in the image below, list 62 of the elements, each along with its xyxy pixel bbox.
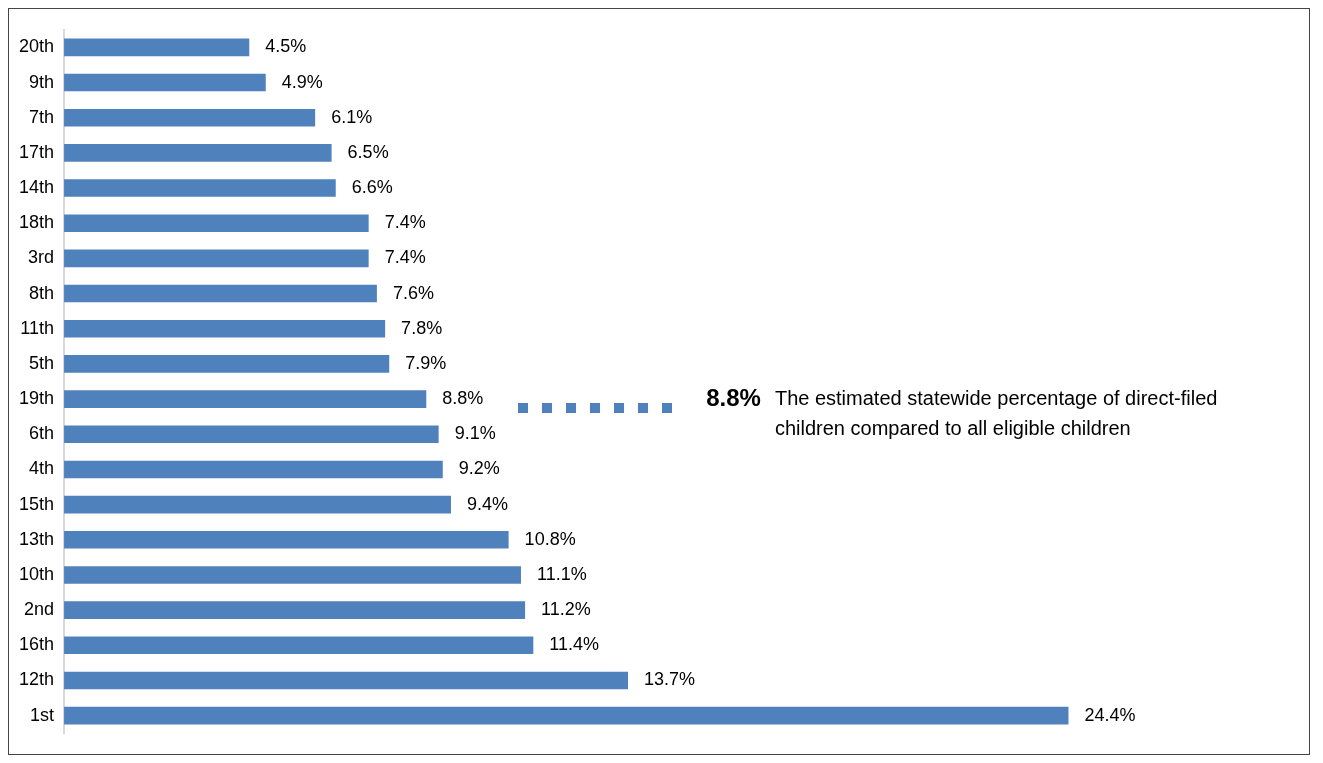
bar xyxy=(64,73,266,92)
y-tick-label: 8th xyxy=(29,282,55,303)
y-tick-label: 20th xyxy=(18,36,55,57)
y-tick-label: 18th xyxy=(18,212,55,233)
bar xyxy=(64,144,332,162)
bar xyxy=(64,108,316,127)
data-label: 11.1% xyxy=(536,563,587,584)
y-tick-label: 16th xyxy=(18,634,55,655)
bar xyxy=(64,601,526,619)
data-label: 4.9% xyxy=(281,71,323,92)
annotation: 8.8% xyxy=(706,383,761,411)
y-tick-label: 11th xyxy=(20,317,55,338)
bar xyxy=(64,319,386,338)
data-label: 10.8% xyxy=(524,528,576,549)
y-tick-label: 3rd xyxy=(28,247,55,268)
y-tick-label: 15th xyxy=(18,493,55,514)
y-tick-label: 2nd xyxy=(23,599,55,620)
y-tick-label: 10th xyxy=(18,563,55,584)
annotation: The estimated statewide percentage of direct-filed children compared to all eligible children xyxy=(774,386,1218,439)
y-tick-label: 17th xyxy=(18,141,55,162)
bar xyxy=(64,495,451,514)
y-tick-label: 5th xyxy=(29,352,55,373)
data-label: 6.5% xyxy=(347,141,389,162)
bar xyxy=(64,179,336,197)
y-tick-label: 9th xyxy=(29,71,55,92)
bar xyxy=(64,425,439,444)
bar xyxy=(64,284,377,303)
bar xyxy=(64,355,390,373)
data-label: 11.4% xyxy=(549,634,600,655)
data-label: 7.6% xyxy=(392,282,434,303)
bar xyxy=(64,530,509,549)
bar xyxy=(64,390,427,408)
data-label: 7.4% xyxy=(384,212,426,233)
y-tick-label: 7th xyxy=(29,106,55,127)
data-label: 9.4% xyxy=(466,493,509,514)
bar xyxy=(64,214,369,233)
bar xyxy=(64,249,369,268)
data-label: 8.8% xyxy=(442,388,484,409)
bar xyxy=(64,671,628,690)
bar xyxy=(64,706,1069,725)
bar xyxy=(64,460,443,479)
data-label: 24.4% xyxy=(1084,704,1136,725)
data-label: 9.2% xyxy=(458,458,500,479)
y-tick-label: 4th xyxy=(29,458,55,479)
y-tick-label: 6th xyxy=(29,423,55,444)
data-label: 7.9% xyxy=(405,352,447,373)
data-label: 13.7% xyxy=(644,669,696,690)
y-tick-label: 1st xyxy=(30,704,55,725)
y-tick-label: 13th xyxy=(18,528,55,549)
data-label: 7.4% xyxy=(384,247,426,268)
data-label: 7.8% xyxy=(401,317,443,338)
y-tick-label: 12th xyxy=(18,669,55,690)
data-label: 4.5% xyxy=(265,36,307,57)
bar xyxy=(64,566,521,584)
data-label: 9.1% xyxy=(454,423,496,444)
bar xyxy=(64,636,534,655)
data-label: 11.2% xyxy=(541,599,591,620)
y-tick-label: 19th xyxy=(18,388,55,409)
y-tick-label: 14th xyxy=(18,177,55,198)
data-label: 6.6% xyxy=(351,177,393,198)
bar xyxy=(64,38,250,57)
data-label: 6.1% xyxy=(331,106,373,127)
